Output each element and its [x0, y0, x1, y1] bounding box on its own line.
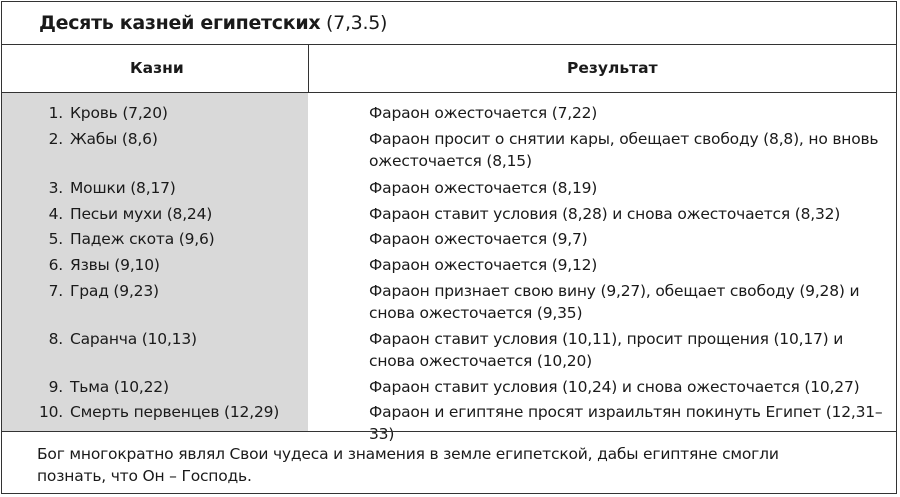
footer-note: Бог многократно являл Свои чудеса и знам… — [37, 445, 779, 485]
plague-result: Фараон ожесточается (9,12) — [369, 256, 598, 274]
row-number: 9. — [48, 378, 64, 396]
plague-name: Мошки (8,17) — [70, 179, 176, 197]
plague-name: Смерть первенцев (12,29) — [70, 403, 280, 421]
plague-name: Падеж скота (9,6) — [70, 230, 215, 248]
row-number: 5. — [48, 230, 64, 248]
plagues-column-shading — [2, 93, 308, 431]
row-number: 3. — [48, 179, 64, 197]
plague-name: Кровь (7,20) — [70, 104, 168, 122]
plague-result: Фараон ожесточается (9,7) — [369, 230, 588, 248]
header-result: Результат — [567, 59, 658, 77]
table-title: Десять казней египетских (7,3.5) — [39, 12, 387, 34]
row-number: 7. — [48, 282, 64, 300]
row-number: 2. — [48, 130, 64, 148]
plague-name: Тьма (10,22) — [70, 378, 169, 396]
title-bar: Десять казней египетских (7,3.5) — [2, 2, 896, 45]
plague-result: Фараон ставит условия (10,24) и снова ож… — [369, 378, 860, 396]
plague-result: Фараон и египтяне просят израильтян поки… — [369, 403, 883, 443]
plague-result: Фараон просит о снятии кары, обещает сво… — [369, 130, 879, 170]
row-number: 4. — [48, 205, 64, 223]
row-number: 8. — [48, 330, 64, 348]
header-divider — [308, 45, 309, 93]
plague-result: Фараон ожесточается (7,22) — [369, 104, 598, 122]
title-main: Десять казней египетских — [39, 12, 321, 34]
plague-name: Язвы (9,10) — [70, 256, 160, 274]
title-reference: (7,3.5) — [326, 12, 388, 34]
body-divider — [2, 431, 896, 432]
plague-name: Песьи мухи (8,24) — [70, 205, 213, 223]
plague-result: Фараон ожесточается (8,19) — [369, 179, 598, 197]
plague-name: Жабы (8,6) — [70, 130, 158, 148]
plague-result: Фараон ставит условия (10,11), просит пр… — [369, 330, 844, 370]
row-number: 6. — [48, 256, 64, 274]
plague-result: Фараон ставит условия (8,28) и снова оже… — [369, 205, 841, 223]
plague-name: Саранча (10,13) — [70, 330, 197, 348]
row-number: 10. — [38, 403, 63, 421]
header-plagues: Казни — [130, 59, 184, 77]
header-row: Казни Результат — [2, 45, 896, 93]
plague-name: Град (9,23) — [70, 282, 159, 300]
plague-result: Фараон признает свою вину (9,27), обещае… — [369, 282, 860, 322]
row-number: 1. — [48, 104, 64, 122]
